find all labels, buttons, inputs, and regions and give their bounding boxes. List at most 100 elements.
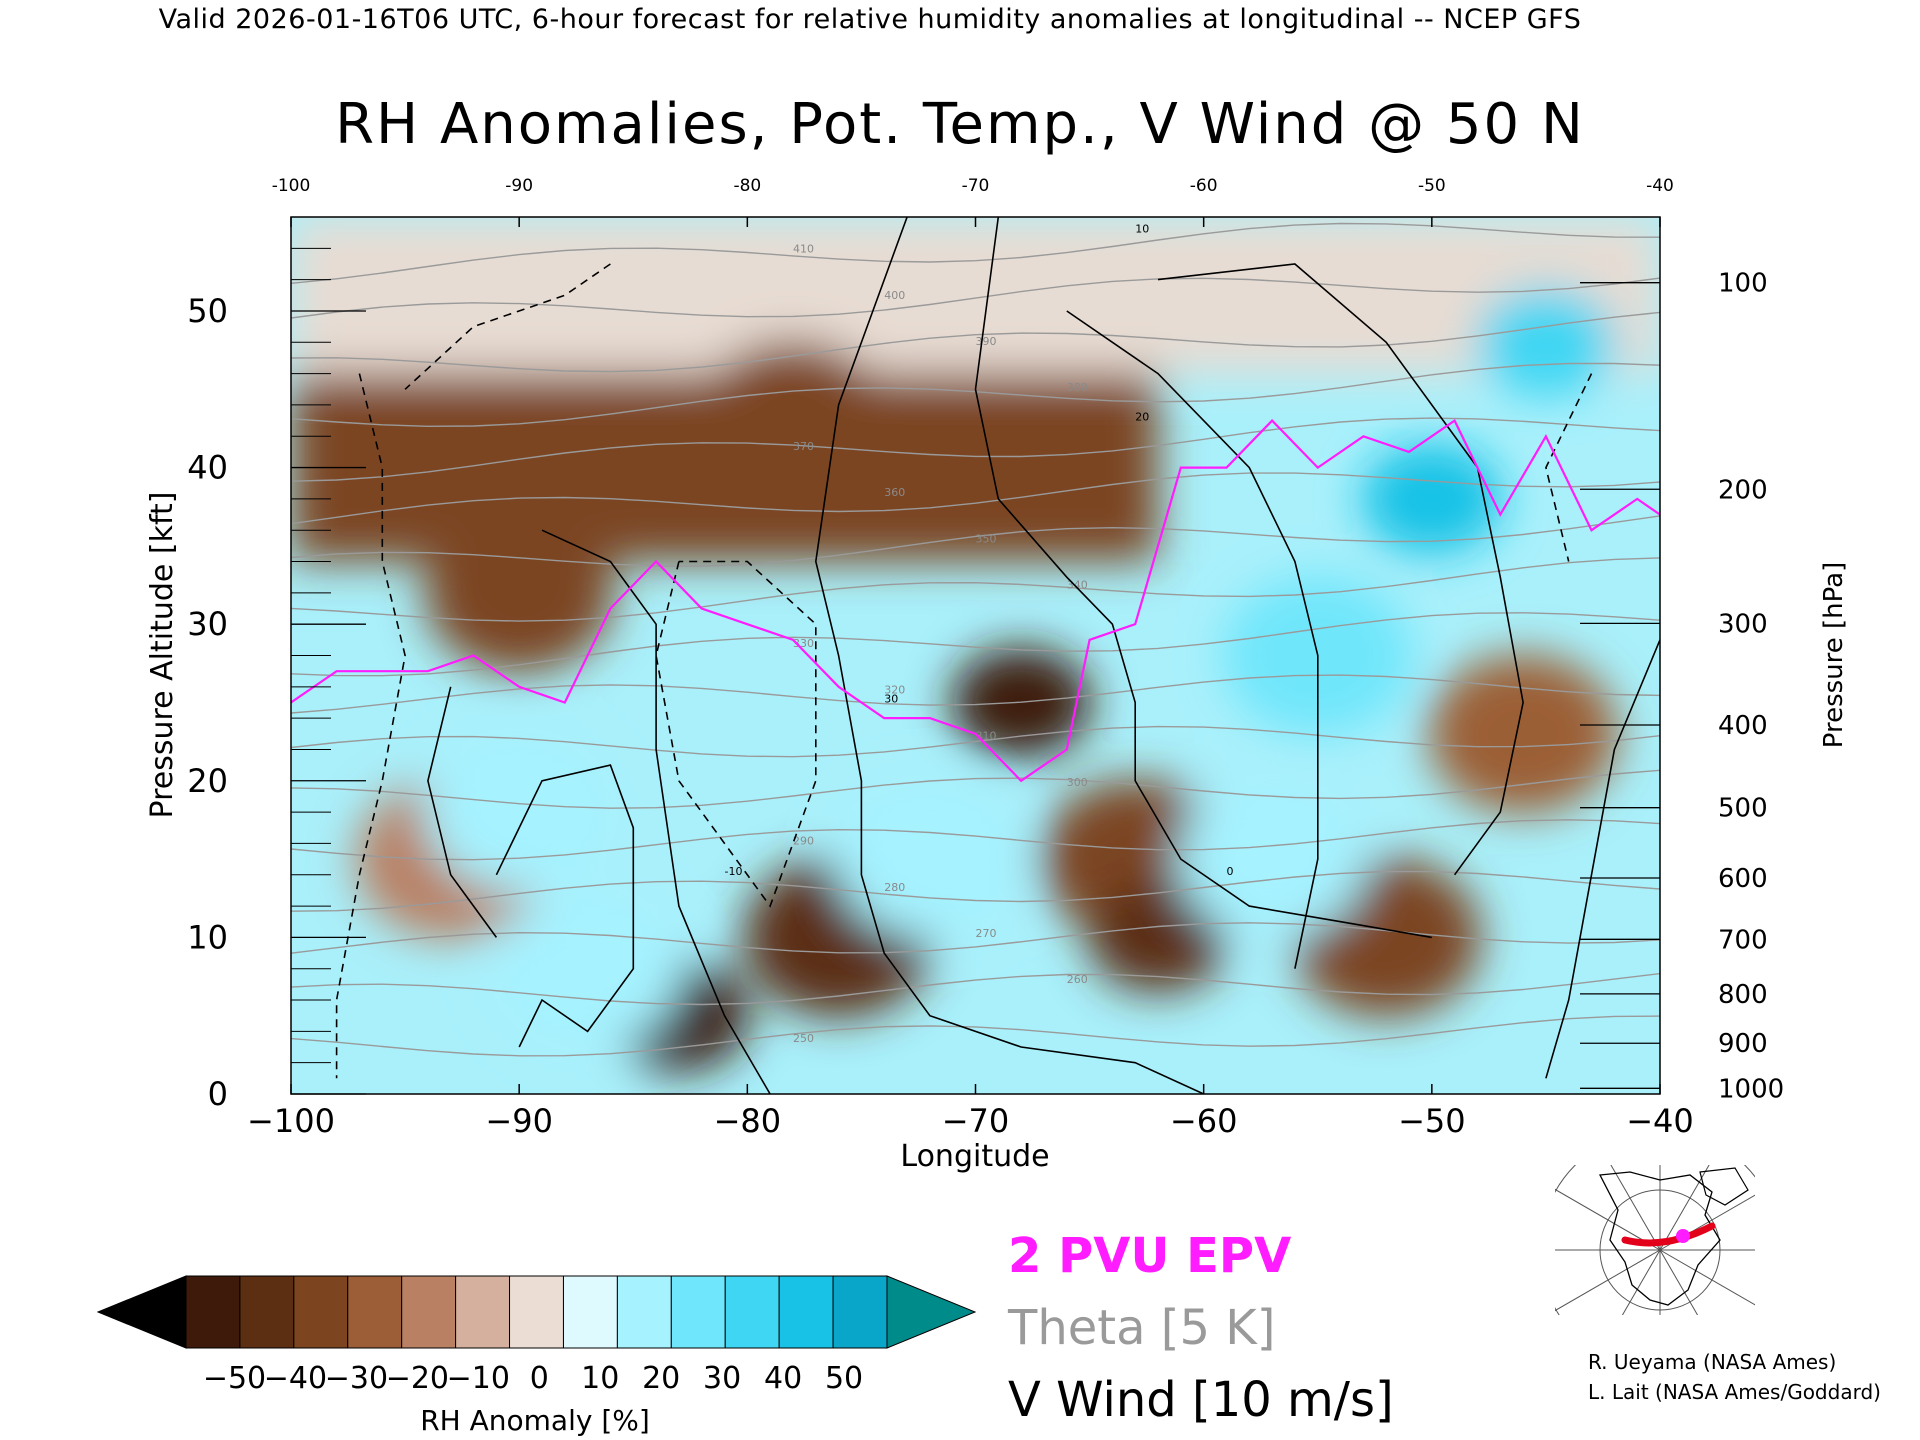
credit-line-2: L. Lait (NASA Ames/Goddard) xyxy=(1588,1380,1881,1404)
theta-contour-label: 370 xyxy=(793,440,814,453)
rh-blob xyxy=(424,732,615,893)
pressure-tick-label: 700 xyxy=(1718,925,1768,955)
v-wind-contour-line xyxy=(404,263,611,390)
colorbar-tick-label: 0 xyxy=(530,1361,549,1396)
v-wind-contour-line xyxy=(541,529,771,1094)
theta-contour-line xyxy=(291,417,1660,482)
colorbar-tick-label: −20 xyxy=(386,1361,449,1396)
v-wind-contour-line xyxy=(1157,263,1524,876)
colorbar-tick-label: 30 xyxy=(703,1361,741,1396)
pressure-tick-label: 400 xyxy=(1718,711,1768,741)
colorbar-swatch xyxy=(185,1275,241,1349)
inset-continent-outline xyxy=(1598,1171,1721,1306)
v-wind-contour-label: 20 xyxy=(1135,411,1149,424)
x-tick-top-label: -80 xyxy=(733,176,761,196)
theta-contour-line xyxy=(291,515,1660,567)
colorbar-swatch xyxy=(562,1275,618,1349)
v-wind-contour-line xyxy=(1066,310,1319,969)
v-wind-contour-line xyxy=(814,217,1205,1094)
pressure-tick-label: 1000 xyxy=(1718,1074,1784,1104)
y-tick-label: 30 xyxy=(187,605,228,643)
theta-contour-label: 300 xyxy=(1067,776,1088,789)
v-wind-contour-line xyxy=(1545,639,1660,1079)
colorbar-high-arrow xyxy=(886,1275,977,1349)
x-tick-top-label: -60 xyxy=(1190,176,1218,196)
x-tick-label: −60 xyxy=(1170,1102,1238,1140)
inset-meridian xyxy=(1621,1249,1661,1315)
v-wind-contour-line xyxy=(655,560,817,908)
v-wind-contour-label: 10 xyxy=(1135,223,1149,236)
y-tick-label: 0 xyxy=(208,1075,228,1113)
theta-contour-line xyxy=(291,972,1660,1006)
colorbar-swatch xyxy=(616,1275,672,1349)
rh-blob xyxy=(1428,653,1619,814)
epv-line xyxy=(291,418,1660,783)
theta-contour-label: 280 xyxy=(884,881,905,894)
colorbar-swatch xyxy=(832,1275,888,1349)
v-wind-contour-label: 30 xyxy=(884,692,898,705)
theta-contour-label: 270 xyxy=(976,927,997,940)
v-wind-contour-line xyxy=(1545,373,1593,562)
theta-contour-label: 390 xyxy=(976,335,997,348)
colorbar-swatch xyxy=(778,1275,834,1349)
rh-band xyxy=(291,217,1660,374)
colorbar-tick-label: −30 xyxy=(325,1361,388,1396)
rh-blob xyxy=(492,888,683,1049)
rh-blob xyxy=(1475,287,1616,398)
x-tick-label: −90 xyxy=(485,1102,553,1140)
theta-contour-label: 350 xyxy=(976,532,997,545)
rh-blob xyxy=(1361,443,1502,554)
inset-meridian xyxy=(1610,1165,1661,1251)
rh-blob xyxy=(1177,779,1368,940)
colorbar-swatch xyxy=(724,1275,780,1349)
colorbar-swatch xyxy=(293,1275,349,1349)
y-tick-label: 20 xyxy=(187,762,228,800)
theta-contour-line xyxy=(291,612,1660,677)
x-tick-top-label: -100 xyxy=(272,176,311,196)
v-wind-contour-line xyxy=(335,373,406,1079)
colorbar-swatch xyxy=(239,1275,295,1349)
inset-meridian xyxy=(1659,1249,1699,1315)
v-wind-contour-line xyxy=(974,217,1432,939)
inset-meridian xyxy=(1555,1188,1661,1251)
theta-contour-line xyxy=(291,1015,1660,1057)
colorbar-tick-label: −50 xyxy=(203,1361,266,1396)
v-wind-contour-line xyxy=(495,764,635,1048)
theta-contour-line xyxy=(291,472,1660,525)
y-axis-label: Pressure Altitude [kft] xyxy=(145,492,180,819)
colorbar-swatch xyxy=(347,1275,403,1349)
theta-contour-line xyxy=(291,819,1660,861)
pressure-tick-label: 300 xyxy=(1718,609,1768,639)
legend-theta: Theta [5 K] xyxy=(1008,1300,1276,1356)
y-tick-label: 50 xyxy=(187,292,228,330)
colorbar-swatch xyxy=(509,1275,564,1349)
x-tick-label: −40 xyxy=(1626,1102,1694,1140)
colorbar-tick-label: −40 xyxy=(264,1361,327,1396)
theta-contour-line xyxy=(291,674,1660,714)
colorbar-tick-label: 40 xyxy=(764,1361,802,1396)
v-wind-contour-line xyxy=(427,686,498,938)
theta-contour-line xyxy=(291,769,1660,809)
colorbar-tick-label: 50 xyxy=(825,1361,863,1396)
colorbar-tick-label: −10 xyxy=(447,1361,510,1396)
axes: −100 −90 −80 −70 −60 −50 −40-100 -90 -80 -70 -60 -5… xyxy=(187,176,1784,1140)
pressure-tick-label: 800 xyxy=(1718,980,1768,1010)
theta-contour-label: 360 xyxy=(884,486,905,499)
colorbar-label: RH Anomaly [%] xyxy=(420,1404,650,1437)
rh-blob xyxy=(834,779,1025,940)
theta-contour-line xyxy=(291,311,1660,373)
x-tick-label: −100 xyxy=(247,1102,335,1140)
pressure-tick-label: 500 xyxy=(1718,794,1768,824)
theta-contour-label: 290 xyxy=(793,835,814,848)
colorbar-low-arrow xyxy=(96,1275,187,1349)
legend-wind: V Wind [10 m/s] xyxy=(1008,1372,1394,1428)
y-axis-label-right: Pressure [hPa] xyxy=(1819,562,1849,749)
colorbar-swatch xyxy=(401,1275,457,1349)
v-wind-contour-label: 0 xyxy=(1226,865,1233,878)
x-axis-label: Longitude xyxy=(900,1139,1049,1174)
pressure-tick-label: 900 xyxy=(1718,1029,1768,1059)
theta-contour-label: 250 xyxy=(793,1032,814,1045)
theta-contour-line xyxy=(291,557,1660,622)
colorbar-tick-label: 20 xyxy=(642,1361,680,1396)
